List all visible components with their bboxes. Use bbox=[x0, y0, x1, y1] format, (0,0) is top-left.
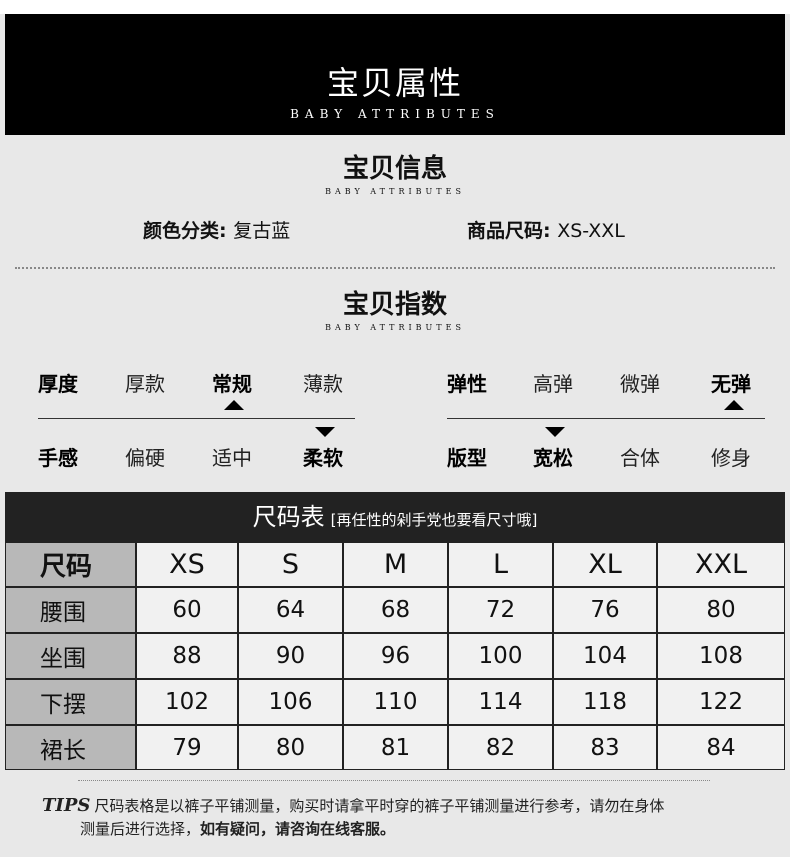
table-cell: 68 bbox=[343, 587, 448, 633]
table-cell: 83 bbox=[553, 725, 657, 770]
info-section-heading: 宝贝信息 BABY ATTRIBUTES bbox=[0, 148, 790, 196]
table-cell: 96 bbox=[343, 633, 448, 679]
tips-label: TIPS bbox=[42, 795, 91, 816]
size-value: XS-XXL bbox=[557, 220, 625, 242]
size-header-cell: XXL bbox=[657, 542, 785, 587]
table-cell: 118 bbox=[553, 679, 657, 725]
size-table-title: 尺码表 bbox=[252, 503, 325, 531]
index-section-heading: 宝贝指数 BABY ATTRIBUTES bbox=[0, 284, 790, 332]
feel-option: 适中 bbox=[212, 446, 252, 470]
size-header-label: 尺码 bbox=[5, 542, 136, 587]
header-subtitle: BABY ATTRIBUTES bbox=[290, 107, 500, 121]
size-table: 尺码表 [再任性的剁手党也要看尺寸哦] 尺码 XS S M L XL XXL 腰围 60 64 68 7… bbox=[5, 492, 785, 770]
index-title: 宝贝指数 bbox=[342, 290, 447, 320]
divider bbox=[38, 418, 355, 419]
size-header-cell: L bbox=[448, 542, 553, 587]
thickness-option: 薄款 bbox=[303, 372, 343, 396]
index-subtitle: BABY ATTRIBUTES bbox=[325, 323, 465, 332]
triangle-down-icon bbox=[545, 427, 565, 437]
table-cell: 79 bbox=[136, 725, 238, 770]
fit-option: 修身 bbox=[711, 446, 751, 470]
feel-label: 手感 bbox=[38, 446, 78, 470]
color-label: 颜色分类: bbox=[143, 220, 227, 242]
elasticity-option: 高弹 bbox=[533, 372, 573, 396]
table-cell: 102 bbox=[136, 679, 238, 725]
thickness-option-selected: 常规 bbox=[212, 372, 252, 396]
size-label: 商品尺码: bbox=[467, 220, 551, 242]
table-cell: 80 bbox=[657, 587, 785, 633]
measure-label: 下摆 bbox=[5, 679, 136, 725]
thickness-option: 厚款 bbox=[125, 372, 165, 396]
size-header-cell: M bbox=[343, 542, 448, 587]
table-cell: 122 bbox=[657, 679, 785, 725]
divider bbox=[447, 418, 765, 419]
fit-option-selected: 宽松 bbox=[533, 446, 573, 470]
info-title: 宝贝信息 bbox=[342, 154, 447, 184]
table-cell: 81 bbox=[343, 725, 448, 770]
size-grid: 尺码 XS S M L XL XXL 腰围 60 64 68 72 76 80 坐围 88 90 96 100 104… bbox=[5, 542, 785, 770]
tips: TIPS 尺码表格是以裤子平铺测量，购买时请拿平时穿的裤子平铺测量进行参考，请勿在… bbox=[42, 794, 664, 841]
measure-label: 坐围 bbox=[5, 633, 136, 679]
table-cell: 64 bbox=[238, 587, 343, 633]
table-cell: 60 bbox=[136, 587, 238, 633]
feel-option: 偏硬 bbox=[125, 446, 165, 470]
table-cell: 90 bbox=[238, 633, 343, 679]
table-cell: 104 bbox=[553, 633, 657, 679]
size-header-cell: S bbox=[238, 542, 343, 587]
color-value: 复古蓝 bbox=[233, 220, 291, 242]
size-info: 商品尺码: XS-XXL bbox=[467, 216, 625, 243]
thickness-label: 厚度 bbox=[38, 372, 78, 396]
header-banner: 宝贝属性 BABY ATTRIBUTES bbox=[5, 14, 785, 135]
triangle-up-icon bbox=[224, 400, 244, 410]
table-cell: 72 bbox=[448, 587, 553, 633]
table-cell: 108 bbox=[657, 633, 785, 679]
fit-option: 合体 bbox=[620, 446, 660, 470]
tips-line2-bold: 如有疑问，请咨询在线客服。 bbox=[200, 820, 396, 838]
size-table-header: 尺码表 [再任性的剁手党也要看尺寸哦] bbox=[5, 492, 785, 542]
table-cell: 82 bbox=[448, 725, 553, 770]
elasticity-label: 弹性 bbox=[447, 372, 487, 396]
table-cell: 100 bbox=[448, 633, 553, 679]
fit-label: 版型 bbox=[447, 446, 487, 470]
measure-label: 腰围 bbox=[5, 587, 136, 633]
size-header-cell: XS bbox=[136, 542, 238, 587]
elasticity-option-selected: 无弹 bbox=[711, 372, 751, 396]
triangle-up-icon bbox=[724, 400, 744, 410]
measure-label: 裙长 bbox=[5, 725, 136, 770]
table-cell: 84 bbox=[657, 725, 785, 770]
triangle-down-icon bbox=[315, 427, 335, 437]
tips-line2: 测量后进行选择， bbox=[80, 820, 201, 838]
info-subtitle: BABY ATTRIBUTES bbox=[325, 187, 465, 196]
table-cell: 76 bbox=[553, 587, 657, 633]
header-title: 宝贝属性 bbox=[326, 64, 463, 102]
table-cell: 110 bbox=[343, 679, 448, 725]
tips-line1: 尺码表格是以裤子平铺测量，购买时请拿平时穿的裤子平铺测量进行参考，请勿在身体 bbox=[94, 797, 665, 815]
table-cell: 80 bbox=[238, 725, 343, 770]
divider bbox=[15, 267, 775, 269]
size-header-cell: XL bbox=[553, 542, 657, 587]
color-info: 颜色分类: 复古蓝 bbox=[143, 216, 290, 243]
size-table-note: [再任性的剁手党也要看尺寸哦] bbox=[330, 511, 538, 529]
feel-option-selected: 柔软 bbox=[303, 446, 343, 470]
table-cell: 106 bbox=[238, 679, 343, 725]
table-cell: 114 bbox=[448, 679, 553, 725]
elasticity-option: 微弹 bbox=[620, 372, 660, 396]
divider bbox=[78, 780, 710, 781]
table-cell: 88 bbox=[136, 633, 238, 679]
